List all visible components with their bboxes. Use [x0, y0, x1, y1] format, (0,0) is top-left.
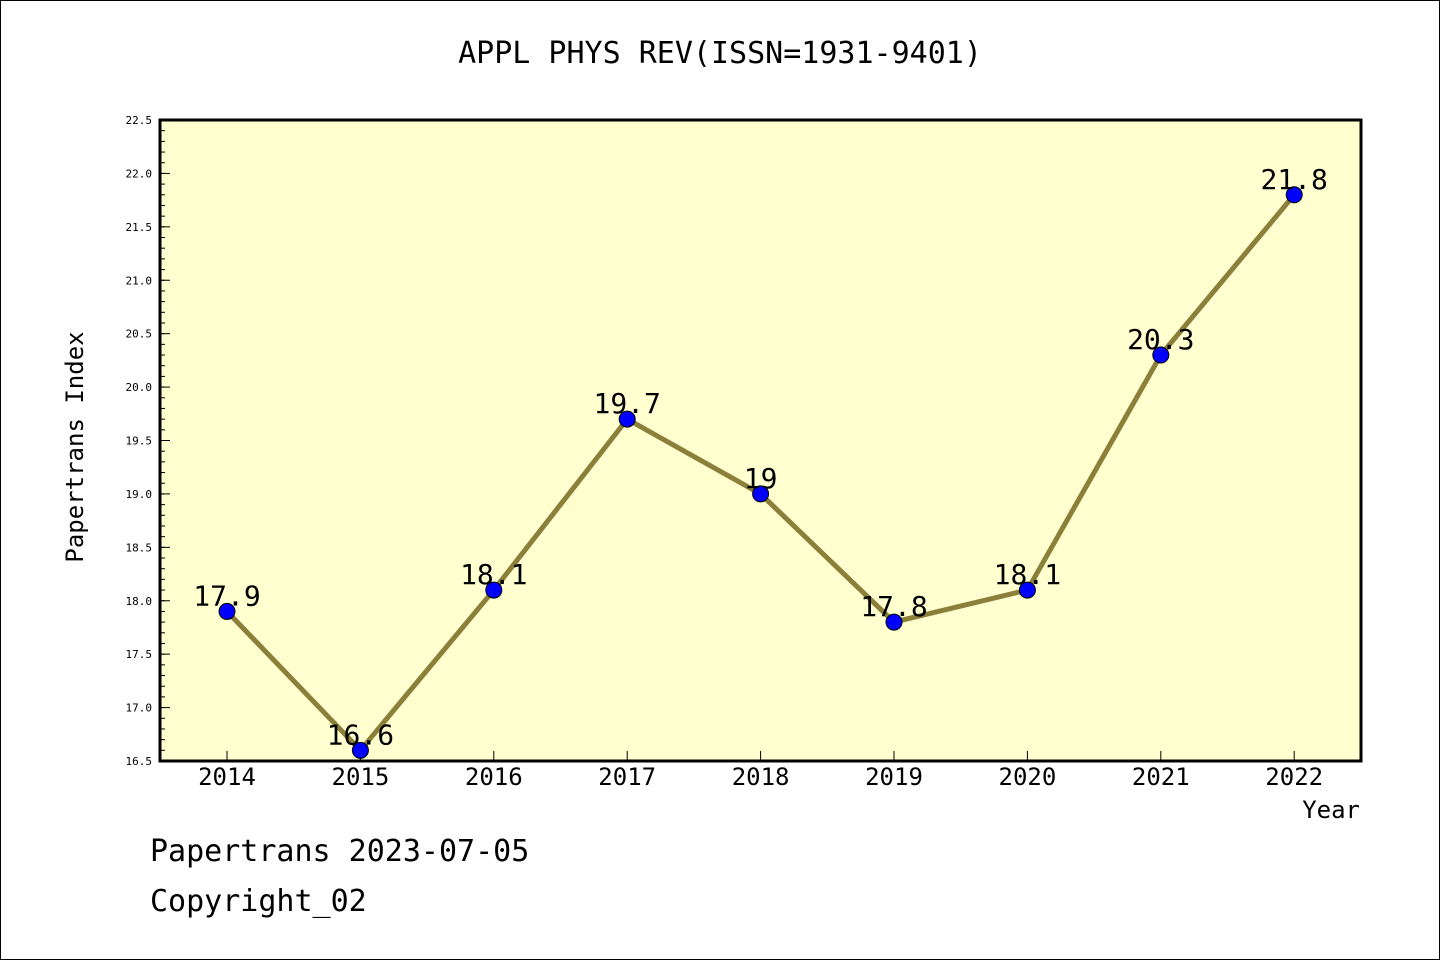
data-point — [1285, 186, 1303, 204]
y-tick-label: 18.5 — [126, 541, 153, 554]
y-tick-label: 19.0 — [126, 488, 153, 501]
x-tick-label: 2015 — [332, 763, 390, 791]
y-axis: 16.5 17.0 17.5 18.0 18.5 19.0 19.5 20.0 20.5 21.0… — [126, 114, 170, 768]
data-label: 20.3 — [1127, 323, 1194, 356]
y-tick-label: 21.5 — [126, 221, 153, 234]
y-axis-label: Papertrans Index — [61, 331, 89, 563]
y-tick-label: 22.0 — [126, 167, 153, 180]
data-label: 18.1 — [460, 558, 527, 591]
data-point — [1018, 581, 1036, 599]
x-tick-label: 2016 — [465, 763, 523, 791]
y-tick-label: 18.0 — [126, 595, 153, 608]
data-label: 19.7 — [593, 387, 660, 420]
data-point — [885, 613, 903, 631]
y-tick-label: 21.0 — [126, 274, 153, 287]
data-label: 17.8 — [860, 590, 927, 623]
x-tick-label: 2022 — [1265, 763, 1323, 791]
x-axis-label: Year — [1302, 796, 1360, 824]
series-layer: 17.9 16.6 18.1 19.7 19 17.8 18.1 20.3 21.8 — [193, 163, 1328, 759]
data-label: 21.8 — [1260, 163, 1327, 196]
x-tick-label: 2017 — [598, 763, 656, 791]
x-tick-label: 2014 — [198, 763, 256, 791]
y-tick-label: 22.5 — [126, 114, 153, 127]
chart-title: APPL PHYS REV(ISSN=1931-9401) — [458, 36, 982, 71]
x-tick-label: 2021 — [1132, 763, 1190, 791]
plot-area — [160, 120, 1361, 761]
data-label: 18.1 — [994, 558, 1061, 591]
y-tick-label: 19.5 — [126, 435, 153, 448]
data-label: 17.9 — [193, 579, 260, 612]
data-point — [485, 581, 503, 599]
y-tick-label: 16.5 — [126, 755, 153, 768]
y-tick-label: 17.5 — [126, 648, 153, 661]
footer-date: Papertrans 2023-07-05 — [150, 834, 530, 869]
x-tick-label: 2019 — [865, 763, 923, 791]
x-tick-label: 2020 — [999, 763, 1057, 791]
y-tick-label: 20.5 — [126, 328, 153, 341]
data-point — [752, 485, 770, 503]
data-point — [1152, 346, 1170, 364]
data-point — [351, 741, 369, 759]
data-label: 16.6 — [327, 718, 394, 751]
y-tick-label: 20.0 — [126, 381, 153, 394]
y-tick-label: 17.0 — [126, 702, 153, 715]
x-axis: 2014 2015 2016 2017 2018 2019 2020 2021 2022 — [198, 751, 1323, 791]
data-point — [618, 410, 636, 428]
x-tick-label: 2018 — [732, 763, 790, 791]
data-point — [218, 602, 236, 620]
footer-copyright: Copyright_02 — [150, 884, 367, 919]
data-label: 19 — [744, 462, 778, 495]
plot-border — [158, 118, 1363, 763]
